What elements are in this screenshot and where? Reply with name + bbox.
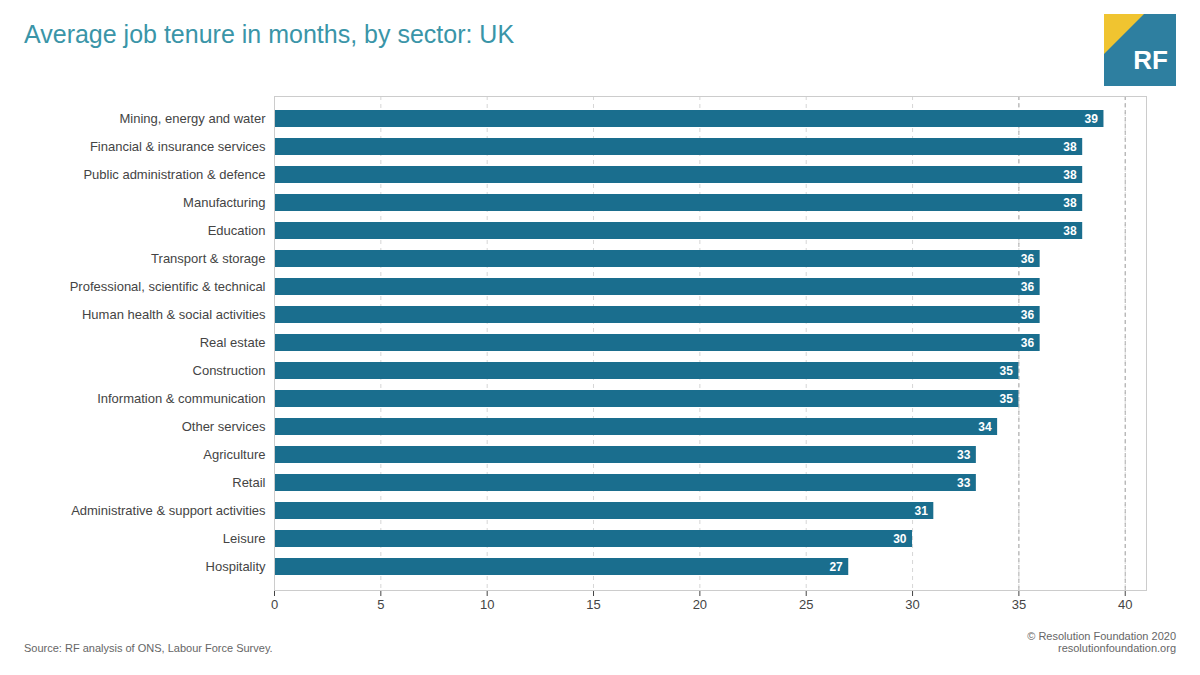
svg-text:Construction: Construction — [193, 363, 266, 378]
svg-text:Financial & insurance services: Financial & insurance services — [90, 139, 266, 154]
svg-text:36: 36 — [1021, 336, 1035, 350]
svg-text:38: 38 — [1063, 168, 1077, 182]
svg-text:35: 35 — [1000, 364, 1014, 378]
svg-text:38: 38 — [1063, 140, 1077, 154]
svg-text:27: 27 — [829, 560, 843, 574]
svg-text:Mining, energy and water: Mining, energy and water — [120, 111, 267, 126]
svg-text:31: 31 — [914, 504, 928, 518]
svg-text:36: 36 — [1021, 308, 1035, 322]
svg-text:Transport & storage: Transport & storage — [151, 251, 265, 266]
svg-text:Public administration & defenc: Public administration & defence — [83, 167, 265, 182]
svg-text:25: 25 — [799, 597, 813, 612]
svg-text:Hospitality: Hospitality — [206, 559, 266, 574]
svg-text:Manufacturing: Manufacturing — [183, 195, 265, 210]
svg-text:Real estate: Real estate — [200, 335, 266, 350]
svg-text:Agriculture: Agriculture — [203, 447, 265, 462]
svg-text:35: 35 — [1000, 392, 1014, 406]
html-text:© Resolution Foundation 2020 r: © Resolution Foundation 2020 resolutionf… — [1027, 630, 1176, 654]
svg-text:35: 35 — [1012, 597, 1026, 612]
svg-text:Professional, scientific & tec: Professional, scientific & technical — [70, 279, 266, 294]
svg-text:5: 5 — [377, 597, 384, 612]
svg-text:Information & communication: Information & communication — [97, 391, 265, 406]
svg-text:36: 36 — [1021, 252, 1035, 266]
svg-text:30: 30 — [893, 532, 907, 546]
html-text:Average job tenure in months,: Average job tenure in months, by sector:… — [24, 20, 515, 48]
svg-text:33: 33 — [957, 476, 971, 490]
svg-text:38: 38 — [1063, 224, 1077, 238]
svg-text:Leisure: Leisure — [223, 531, 266, 546]
svg-text:39: 39 — [1085, 112, 1099, 126]
svg-text:38: 38 — [1063, 196, 1077, 210]
svg-text:10: 10 — [480, 597, 494, 612]
svg-text:0: 0 — [271, 597, 278, 612]
svg-text:30: 30 — [905, 597, 919, 612]
svg-text:Administrative & support activ: Administrative & support activities — [71, 503, 266, 518]
svg-text:Human health & social activiti: Human health & social activities — [82, 307, 266, 322]
svg-text:36: 36 — [1021, 280, 1035, 294]
svg-text:20: 20 — [693, 597, 707, 612]
html-text:Source: RF analysis of ONS, La: Source: RF analysis of ONS, Labour Force… — [24, 642, 273, 654]
svg-text:34: 34 — [978, 420, 992, 434]
svg-text:Retail: Retail — [232, 475, 265, 490]
svg-text:15: 15 — [586, 597, 600, 612]
svg-text:40: 40 — [1118, 597, 1132, 612]
svg-text:33: 33 — [957, 448, 971, 462]
html-text:RF: RF — [1133, 45, 1168, 75]
svg-text:Education: Education — [208, 223, 266, 238]
svg-text:Other services: Other services — [182, 419, 266, 434]
